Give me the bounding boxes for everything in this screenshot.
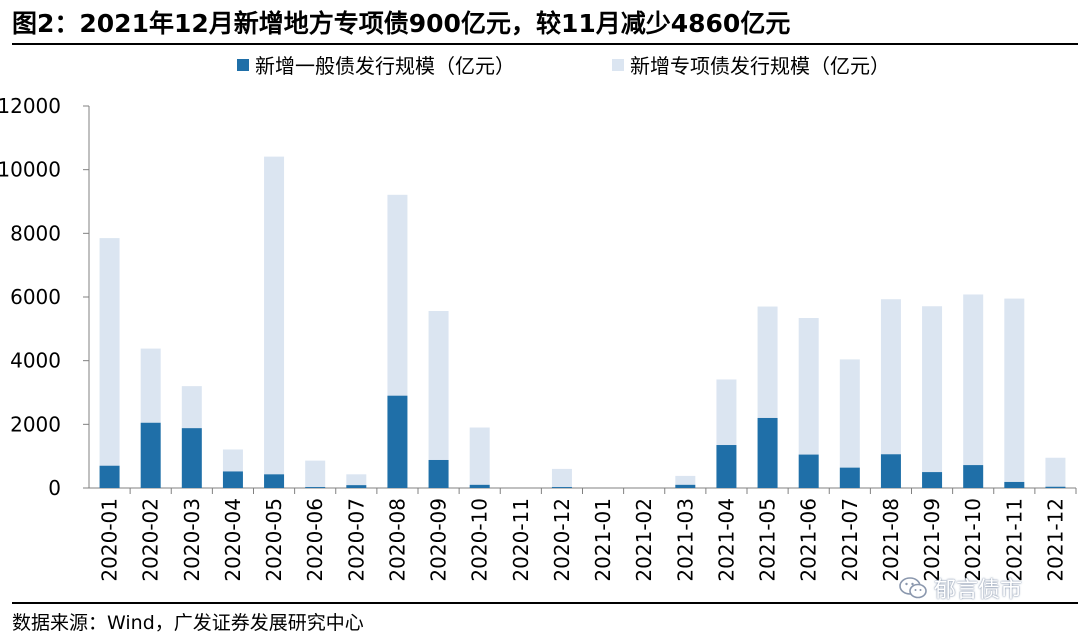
bar-general-2020-09 [428,459,449,488]
bar-general-2020-06 [305,487,326,488]
bar-general-2020-07 [346,485,367,488]
legend: 新增一般债发行规模（亿元） 新增专项债发行规模（亿元） [237,54,890,78]
x-tick-label: 2021-10 [961,498,985,582]
bars [99,156,1066,488]
bar-special-2020-04 [222,449,243,472]
bar-general-2020-05 [264,474,285,488]
bar-special-2021-06 [798,318,819,455]
bar-special-2020-06 [305,460,326,488]
bar-general-2020-10 [469,484,490,488]
watermark-text: 郁言债市 [934,578,1023,603]
x-tick-label: 2021-02 [632,498,656,582]
bar-special-2021-07 [839,359,860,468]
x-tick-label: 2021-08 [879,498,903,582]
bar-general-2021-06 [798,454,819,488]
bar-special-2020-05 [264,156,285,475]
bar-general-2021-11 [1004,481,1025,488]
bar-special-2021-08 [880,299,901,455]
bar-special-2021-12 [1045,457,1066,487]
x-axis: 2020-01 2020-02 2020-03 2020-04 2020-05 2020-… [89,487,1077,582]
legend-swatch-general [237,59,249,71]
bar-general-2021-12 [1045,486,1066,488]
bar-general-2020-08 [387,395,408,488]
x-tick-label: 2020-11 [509,498,533,582]
bar-special-2020-01 [99,238,120,466]
bar-special-2021-03 [675,475,696,485]
bar-general-2021-10 [963,465,984,488]
bar-general-2021-07 [839,467,860,488]
x-tick-label: 2021-11 [1002,498,1026,582]
bar-special-2020-07 [346,474,367,486]
y-axis: 0 2000 4000 6000 8000 10000 12000 [0,94,90,500]
y-tick-label: 6000 [10,285,61,309]
x-tick-label: 2021-04 [714,498,738,582]
x-tick-label: 2021-12 [1043,498,1067,582]
bar-special-2020-02 [140,348,161,423]
bar-general-2021-05 [757,417,778,488]
bar-special-2020-12 [551,468,572,488]
x-tick-label: 2021-03 [673,498,697,582]
bar-general-2021-04 [716,445,737,488]
x-tick-label: 2020-03 [180,498,204,582]
bar-general-2020-03 [181,428,202,488]
stacked-bar-chart: 新增一般债发行规模（亿元） 新增专项债发行规模（亿元） 0 2000 4000 600… [0,54,1077,582]
bar-general-2020-12 [551,487,572,488]
legend-label-general: 新增一般债发行规模（亿元） [255,54,515,78]
bar-general-2021-08 [880,454,901,488]
x-tick-label: 2021-07 [838,498,862,582]
watermark: 郁言债市 [898,570,1022,606]
wechat-icon [899,577,927,599]
bar-special-2021-10 [963,294,984,466]
bar-special-2020-03 [181,386,202,429]
x-tick-label: 2021-09 [920,498,944,582]
y-tick-label: 2000 [10,412,61,436]
bar-general-2021-03 [675,484,696,488]
y-tick-label: 0 [48,476,61,500]
y-tick-label: 12000 [0,94,61,118]
x-tick-label: 2020-09 [427,498,451,582]
x-tick-label: 2021-06 [797,498,821,582]
bar-general-2020-04 [222,471,243,488]
x-tick-label: 2020-04 [221,498,245,582]
chart-title: 图2：2021年12月新增地方专项债900亿元，较11月减少4860亿元 [12,9,791,38]
bar-special-2021-04 [716,379,737,446]
x-tick-label: 2020-02 [139,498,163,582]
x-tick-label: 2020-05 [262,498,286,582]
bar-special-2020-08 [387,194,408,396]
x-tick-label: 2020-10 [468,498,492,582]
x-tick-label: 2020-01 [98,498,122,582]
x-tick-label: 2021-05 [756,498,780,582]
x-tick-label: 2020-06 [303,498,327,582]
top-divider [12,43,1078,45]
bar-special-2020-10 [469,427,490,485]
x-tick-label: 2020-07 [344,498,368,582]
bottom-divider [12,602,1078,604]
legend-swatch-special [612,59,624,71]
x-tick-label: 2020-12 [550,498,574,582]
bar-general-2020-01 [99,465,120,488]
legend-label-special: 新增专项债发行规模（亿元） [630,54,890,78]
bar-general-2020-02 [140,422,161,488]
bar-special-2021-05 [757,306,778,418]
bar-general-2021-09 [922,472,943,488]
x-tick-label: 2021-01 [591,498,615,582]
y-tick-label: 8000 [10,221,61,245]
x-tick-label: 2020-08 [385,498,409,582]
y-tick-label: 4000 [10,349,61,373]
bar-special-2020-09 [428,311,449,460]
source-note: 数据来源：Wind，广发证券发展研究中心 [12,612,364,634]
bar-special-2021-09 [922,306,943,473]
y-tick-label: 10000 [0,158,61,182]
bar-special-2021-11 [1004,298,1025,482]
